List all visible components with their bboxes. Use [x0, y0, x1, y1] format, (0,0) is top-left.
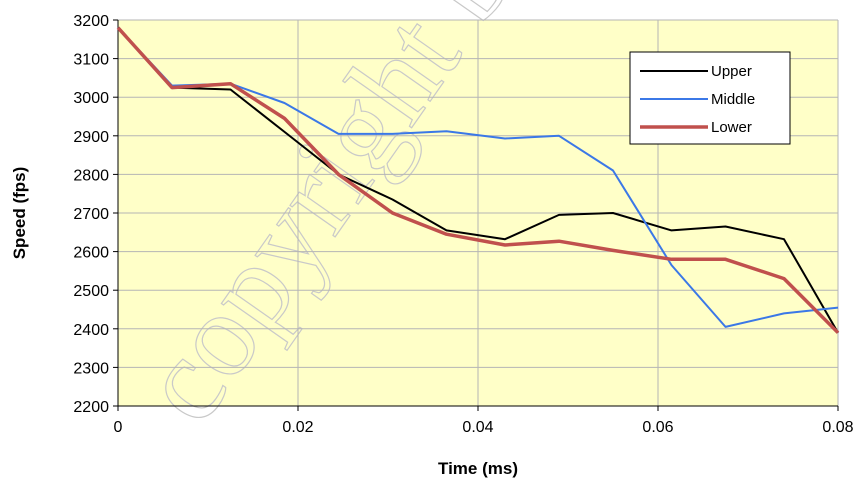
y-tick-label: 2200: [73, 399, 109, 416]
x-tick-label: 0: [114, 419, 123, 436]
y-tick-label: 2400: [73, 322, 109, 339]
y-tick-label: 3000: [73, 90, 109, 107]
y-tick-label: 3100: [73, 52, 109, 69]
legend-label-middle: Middle: [711, 91, 755, 108]
y-tick-label: 2800: [73, 167, 109, 184]
x-axis-ticks: 0 0.02 0.04 0.06 0.08: [114, 406, 854, 436]
x-tick-label: 0.06: [642, 419, 673, 436]
series-line-middle: [117, 27, 839, 328]
x-tick-label: 0.04: [462, 419, 493, 436]
series-group: [116, 26, 840, 334]
y-tick-label: 3200: [73, 13, 109, 30]
legend-label-upper: Upper: [711, 63, 752, 80]
series-line-lower: [116, 26, 840, 334]
legend: Upper Middle Lower: [629, 51, 791, 145]
x-axis-title: Time (ms): [438, 459, 518, 478]
y-tick-label: 2300: [73, 360, 109, 377]
y-axis-title: Speed (fps): [10, 167, 29, 260]
legend-label-lower: Lower: [711, 119, 752, 136]
y-tick-label: 2500: [73, 283, 109, 300]
y-tick-label: 2900: [73, 129, 109, 146]
x-tick-label: 0.02: [282, 419, 313, 436]
x-tick-label: 0.08: [822, 419, 853, 436]
y-tick-label: 2600: [73, 245, 109, 262]
series-line-upper: [117, 27, 839, 334]
y-tick-label: 2700: [73, 206, 109, 223]
y-axis-ticks: 2200 2300 2400 2500 2600 2700 2800 2900 3000 3100…: [73, 13, 118, 416]
